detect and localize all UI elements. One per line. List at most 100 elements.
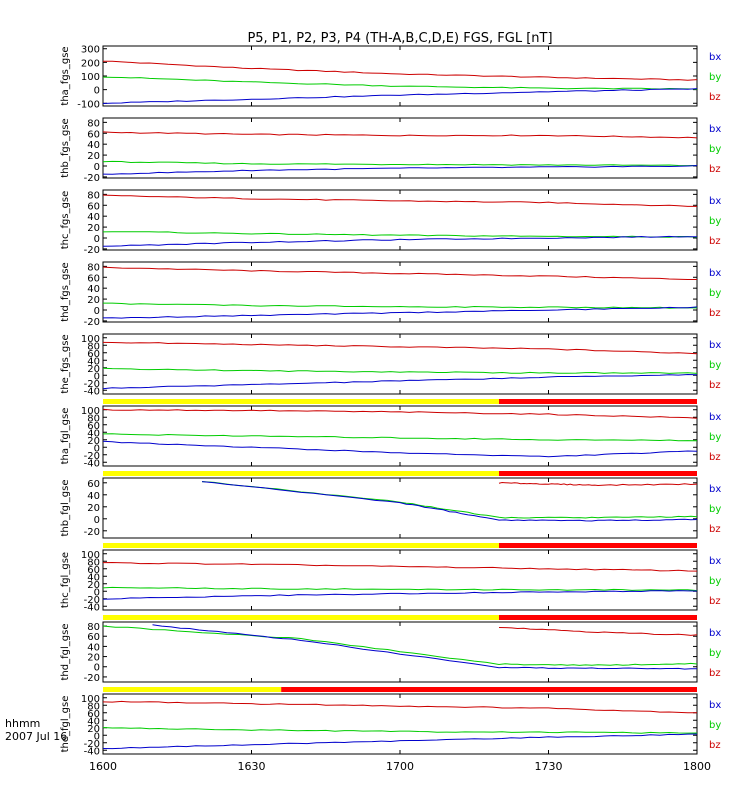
x-tick-label: 1800 <box>683 760 711 773</box>
panel-frame <box>102 189 698 251</box>
y-axis-label: the_fgl_gse <box>60 696 71 753</box>
y-tick-label: -20 <box>84 379 100 390</box>
series-line-by <box>102 76 698 90</box>
coverage-bar-yellow <box>103 687 282 692</box>
legend-by: by <box>709 216 721 227</box>
x-tick-label: 1630 <box>238 760 266 773</box>
legend-bz: bz <box>709 740 721 751</box>
panel-frame <box>102 477 698 539</box>
series-line-by <box>102 433 698 442</box>
y-tick-label: 40 <box>87 642 100 653</box>
series-line-bx <box>102 440 698 458</box>
legend-bx: bx <box>709 700 721 711</box>
y-tick-label: 0 <box>94 86 100 97</box>
y-tick-label: 20 <box>87 580 100 591</box>
legend-bz: bz <box>709 308 721 319</box>
y-tick-label: 0 <box>94 371 100 382</box>
panel-frame <box>102 45 698 107</box>
legend-bz: bz <box>709 164 721 175</box>
y-tick-label: 60 <box>87 632 100 643</box>
y-tick-label: 200 <box>81 58 100 69</box>
y-tick-label: 60 <box>87 421 100 432</box>
series-line-bz <box>102 561 698 572</box>
series-line-bx <box>102 306 698 319</box>
panel-frame <box>102 405 698 467</box>
y-axis-label: thd_fgl_gse <box>60 624 71 681</box>
y-tick-label: 80 <box>87 190 100 201</box>
y-tick-label: 40 <box>87 140 100 151</box>
panel-frame <box>102 549 698 611</box>
series-line-bz <box>102 700 698 714</box>
series-line-bx <box>102 590 698 600</box>
legend-bz: bz <box>709 380 721 391</box>
series-line-bz <box>102 266 697 280</box>
y-tick-label: -40 <box>84 386 100 397</box>
legend-bx: bx <box>709 484 721 495</box>
y-tick-label: 0 <box>94 587 100 598</box>
y-tick-label: 0 <box>94 306 100 317</box>
y-tick-label: 40 <box>87 428 100 439</box>
series-line-by <box>103 302 698 309</box>
y-tick-label: -40 <box>84 746 100 757</box>
y-tick-label: 0 <box>94 443 100 454</box>
legend-bz: bz <box>709 668 721 679</box>
series-line-bz <box>498 481 698 487</box>
panel-tha_fgs_gse: 300 200 100 0 -100 tha_fgs_gse bz by bx <box>60 45 721 111</box>
coverage-bar-yellow <box>103 399 499 404</box>
y-tick-label: -20 <box>84 673 100 684</box>
y-tick-label: 80 <box>87 622 100 633</box>
y-tick-label: 60 <box>87 129 100 140</box>
y-tick-label: 60 <box>87 565 100 576</box>
y-tick-label: 100 <box>81 550 100 561</box>
series-line-bz <box>102 341 698 355</box>
legend-bz: bz <box>709 236 721 247</box>
y-tick-label: 0 <box>94 234 100 245</box>
coverage-bar-red <box>499 399 697 404</box>
coverage-bar-yellow <box>103 471 499 476</box>
y-tick-label: 40 <box>87 284 100 295</box>
series-line-by <box>102 231 698 238</box>
y-tick-label: 20 <box>87 503 100 514</box>
legend-by: by <box>709 72 721 83</box>
y-tick-label: 0 <box>94 663 100 674</box>
series-line-bx <box>201 481 698 522</box>
y-tick-label: 60 <box>87 201 100 212</box>
coverage-bar-red <box>281 687 697 692</box>
y-tick-label: 80 <box>87 557 100 568</box>
y-tick-label: -20 <box>84 527 100 538</box>
legend-bx: bx <box>709 124 721 135</box>
legend-by: by <box>709 288 721 299</box>
y-tick-label: 0 <box>94 731 100 742</box>
series-line-bz <box>498 627 698 636</box>
y-tick-label: 20 <box>87 223 100 234</box>
y-axis-label: thd_fgs_gse <box>60 262 71 321</box>
y-tick-label: -20 <box>84 245 100 256</box>
y-axis-label: tha_fgs_gse <box>60 46 71 105</box>
y-tick-label: 80 <box>87 701 100 712</box>
legend-bx: bx <box>709 268 721 279</box>
y-tick-label: 100 <box>81 406 100 417</box>
y-axis-label: the_fgs_gse <box>60 334 71 393</box>
y-tick-label: 20 <box>87 295 100 306</box>
legend-bz: bz <box>709 452 721 463</box>
y-tick-label: 20 <box>87 364 100 375</box>
y-tick-label: 60 <box>87 479 100 490</box>
y-tick-label: 300 <box>81 45 100 56</box>
y-tick-label: 60 <box>87 273 100 284</box>
legend-bx: bx <box>709 628 721 639</box>
y-axis-label: thb_fgs_gse <box>60 118 71 177</box>
legend-by: by <box>709 720 721 731</box>
y-tick-label: 40 <box>87 212 100 223</box>
series-line-bz <box>102 194 697 207</box>
x-tick-label: 1730 <box>535 760 563 773</box>
y-tick-label: 40 <box>87 716 100 727</box>
coverage-bar-yellow <box>103 543 499 548</box>
